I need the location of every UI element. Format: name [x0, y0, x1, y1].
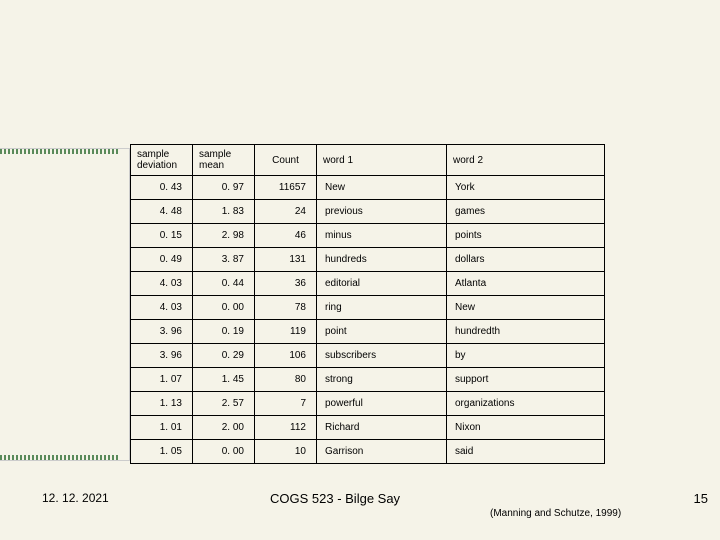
cell-dev: 1. 05	[131, 440, 193, 464]
cell-mean: 1. 45	[193, 368, 255, 392]
header-word1: word 1	[317, 145, 447, 176]
table-row: 4. 030. 4436editorialAtlanta	[131, 272, 605, 296]
table-row: 3. 960. 29106subscribersby	[131, 344, 605, 368]
data-table-container: sample deviation sample mean Count word …	[130, 144, 605, 464]
cell-dev: 3. 96	[131, 320, 193, 344]
cell-w2: games	[447, 200, 605, 224]
cell-dev: 3. 96	[131, 344, 193, 368]
cell-count: 46	[255, 224, 317, 248]
decoration-stripe-bottom	[0, 455, 118, 461]
cell-w1: point	[317, 320, 447, 344]
cell-dev: 0. 43	[131, 176, 193, 200]
cell-w2: points	[447, 224, 605, 248]
cell-mean: 0. 00	[193, 440, 255, 464]
cell-dev: 0. 49	[131, 248, 193, 272]
cell-w1: previous	[317, 200, 447, 224]
decoration-stripe-top	[0, 148, 118, 154]
header-mean: sample mean	[193, 145, 255, 176]
table-row: 0. 430. 9711657NewYork	[131, 176, 605, 200]
cell-dev: 1. 01	[131, 416, 193, 440]
cell-count: 24	[255, 200, 317, 224]
cell-dev: 4. 03	[131, 272, 193, 296]
cell-w2: hundredth	[447, 320, 605, 344]
table-row: 4. 481. 8324previousgames	[131, 200, 605, 224]
cell-w2: organizations	[447, 392, 605, 416]
cell-mean: 0. 00	[193, 296, 255, 320]
table-row: 1. 071. 4580strongsupport	[131, 368, 605, 392]
cell-count: 10	[255, 440, 317, 464]
cell-dev: 4. 48	[131, 200, 193, 224]
cell-count: 11657	[255, 176, 317, 200]
decoration-outline	[0, 148, 130, 461]
header-deviation: sample deviation	[131, 145, 193, 176]
table-row: 3. 960. 19119pointhundredth	[131, 320, 605, 344]
cell-count: 119	[255, 320, 317, 344]
table-row: 1. 012. 00112RichardNixon	[131, 416, 605, 440]
header-word2: word 2	[447, 145, 605, 176]
cell-w1: editorial	[317, 272, 447, 296]
cell-count: 78	[255, 296, 317, 320]
cell-count: 131	[255, 248, 317, 272]
page-number: 15	[694, 491, 708, 506]
cell-w1: Richard	[317, 416, 447, 440]
table-row: 0. 493. 87131hundredsdollars	[131, 248, 605, 272]
footer-date: 12. 12. 2021	[42, 491, 109, 505]
cell-dev: 4. 03	[131, 296, 193, 320]
table-row: 1. 132. 577powerfulorganizations	[131, 392, 605, 416]
cell-w2: Nixon	[447, 416, 605, 440]
table-row: 1. 050. 0010Garrisonsaid	[131, 440, 605, 464]
cell-dev: 0. 15	[131, 224, 193, 248]
cell-w2: Atlanta	[447, 272, 605, 296]
cell-count: 106	[255, 344, 317, 368]
cell-mean: 1. 83	[193, 200, 255, 224]
table-row: 4. 030. 0078ringNew	[131, 296, 605, 320]
table-row: 0. 152. 9846minuspoints	[131, 224, 605, 248]
cell-w1: Garrison	[317, 440, 447, 464]
cell-count: 80	[255, 368, 317, 392]
header-count: Count	[255, 145, 317, 176]
cell-w1: subscribers	[317, 344, 447, 368]
cell-w2: New	[447, 296, 605, 320]
cell-w1: powerful	[317, 392, 447, 416]
cell-mean: 0. 29	[193, 344, 255, 368]
cell-w1: minus	[317, 224, 447, 248]
cell-w1: hundreds	[317, 248, 447, 272]
cell-w1: New	[317, 176, 447, 200]
cell-mean: 0. 97	[193, 176, 255, 200]
footer-title: COGS 523 - Bilge Say	[270, 491, 400, 506]
cell-mean: 2. 57	[193, 392, 255, 416]
cell-dev: 1. 13	[131, 392, 193, 416]
footer-citation: (Manning and Schutze, 1999)	[490, 508, 621, 519]
cell-w2: dollars	[447, 248, 605, 272]
cell-w1: ring	[317, 296, 447, 320]
cell-mean: 2. 98	[193, 224, 255, 248]
cell-mean: 3. 87	[193, 248, 255, 272]
cell-w1: strong	[317, 368, 447, 392]
cell-w2: support	[447, 368, 605, 392]
table-header-row: sample deviation sample mean Count word …	[131, 145, 605, 176]
cell-dev: 1. 07	[131, 368, 193, 392]
cell-mean: 0. 19	[193, 320, 255, 344]
cell-w2: said	[447, 440, 605, 464]
cell-mean: 2. 00	[193, 416, 255, 440]
cell-count: 7	[255, 392, 317, 416]
cell-w2: by	[447, 344, 605, 368]
cell-w2: York	[447, 176, 605, 200]
cell-mean: 0. 44	[193, 272, 255, 296]
cell-count: 36	[255, 272, 317, 296]
cell-count: 112	[255, 416, 317, 440]
collocation-table: sample deviation sample mean Count word …	[130, 144, 605, 464]
